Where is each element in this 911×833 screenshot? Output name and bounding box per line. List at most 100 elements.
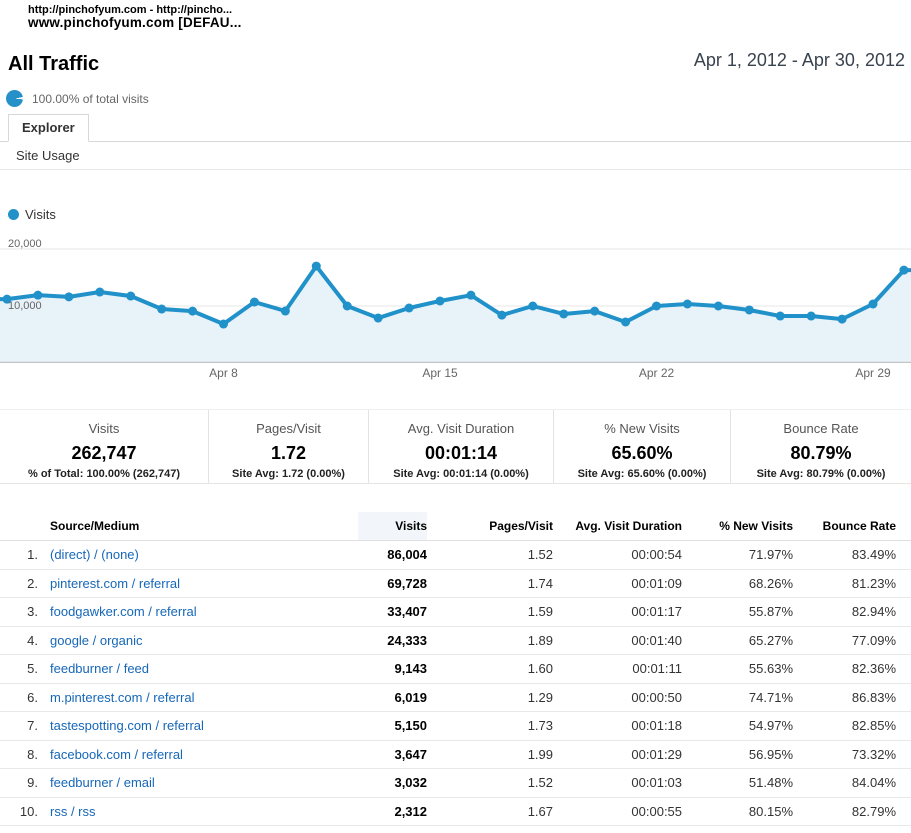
row-rank: 9. — [0, 768, 38, 798]
chart-point-apr-27[interactable] — [806, 311, 816, 321]
subtab-bar: Site Usage — [0, 142, 911, 170]
source-medium-link[interactable]: m.pinterest.com / referral — [50, 689, 195, 705]
chart-point-apr-10[interactable] — [280, 306, 290, 316]
tab-explorer[interactable]: Explorer — [8, 114, 89, 142]
table-row: 7. tastespotting.com / referral 5,150 1.73 0… — [0, 711, 911, 741]
bounce-rate-value: 86.83% — [793, 683, 911, 712]
chart-point-apr-16[interactable] — [466, 290, 476, 300]
x-tick-label: Apr 22 — [638, 366, 675, 380]
chart-point-apr-21[interactable] — [621, 317, 631, 327]
source-medium-link[interactable]: feedburner / feed — [50, 661, 150, 677]
pages-per-visit-value: 1.67 — [427, 797, 554, 826]
avg-duration-value: 00:01:03 — [553, 768, 683, 798]
chart-point-apr-1[interactable] — [2, 294, 12, 304]
table-row: 9. feedburner / email 3,032 1.52 00:01:03 51.… — [0, 768, 911, 798]
source-medium-link[interactable]: feedburner / email — [50, 775, 155, 791]
chart-point-apr-29[interactable] — [868, 299, 878, 309]
bounce-rate-value: 83.49% — [793, 540, 911, 570]
chart-point-apr-18[interactable] — [528, 301, 538, 311]
col-header-source-medium[interactable]: Source/Medium — [0, 512, 359, 541]
pct-new-visits-value: 74.71% — [682, 683, 794, 712]
bounce-rate-value: 82.36% — [793, 654, 911, 684]
source-medium-link[interactable]: (direct) / (none) — [50, 547, 139, 563]
chart-point-apr-7[interactable] — [188, 306, 198, 316]
source-medium-cell: feedburner / feed — [38, 654, 359, 684]
chart-point-apr-3[interactable] — [64, 292, 74, 302]
bounce-rate-value: 82.79% — [793, 797, 911, 826]
chart-point-apr-25[interactable] — [744, 305, 754, 315]
pct-new-visits-value: 55.87% — [682, 597, 794, 627]
col-header-visits[interactable]: Visits — [358, 512, 428, 541]
pages-per-visit-value: 1.74 — [427, 569, 554, 598]
row-rank: 8. — [0, 740, 38, 769]
chart-point-apr-24[interactable] — [713, 301, 723, 311]
chart-point-apr-14[interactable] — [404, 303, 414, 313]
visits-line — [0, 264, 911, 327]
chart-point-apr-28[interactable] — [837, 314, 847, 324]
table-row: 10. rss / rss 2,312 1.67 00:00:55 80.15% 82.79… — [0, 797, 911, 826]
chart-point-apr-20[interactable] — [590, 306, 600, 316]
chart-point-apr-11[interactable] — [311, 261, 321, 271]
page-title: All Traffic — [8, 53, 100, 75]
chart-point-apr-12[interactable] — [342, 301, 352, 311]
chart-point-apr-30[interactable] — [899, 265, 909, 275]
pages-per-visit-value: 1.52 — [427, 540, 554, 570]
row-rank: 3. — [0, 597, 38, 627]
avg-duration-value: 00:00:55 — [553, 797, 683, 826]
table-row: 3. foodgawker.com / referral 33,407 1.59 00:… — [0, 597, 911, 627]
legend-label: Visits — [25, 207, 56, 222]
metric-value: 65.60% — [611, 443, 673, 463]
pie-chart-icon — [6, 90, 23, 107]
metric-value: 80.79% — [790, 443, 852, 463]
source-medium-link[interactable]: rss / rss — [50, 803, 96, 819]
pct-new-visits-value: 65.27% — [682, 626, 794, 655]
bounce-rate-value: 84.04% — [793, 768, 911, 798]
chart-point-apr-17[interactable] — [497, 310, 507, 320]
avg-duration-value: 00:00:50 — [553, 683, 683, 712]
y-tick-label: 10,000 — [8, 300, 42, 312]
chart-point-apr-2[interactable] — [33, 290, 43, 300]
pct-new-visits-value: 71.97% — [682, 540, 794, 570]
chart-point-apr-9[interactable] — [249, 297, 259, 307]
chart-point-apr-19[interactable] — [559, 309, 569, 319]
metric-value: 1.72 — [270, 443, 307, 463]
chart-point-apr-13[interactable] — [373, 313, 383, 323]
chart-point-apr-15[interactable] — [435, 296, 445, 306]
chart-point-apr-26[interactable] — [775, 311, 785, 321]
metric-subtext: Site Avg: 80.79% (0.00%) — [756, 468, 886, 480]
visits-value: 86,004 — [358, 540, 428, 570]
metric-label: Visits — [88, 421, 120, 436]
source-medium-link[interactable]: pinterest.com / referral — [50, 575, 181, 591]
pct-new-visits-value: 80.15% — [682, 797, 794, 826]
source-medium-cell: feedburner / email — [38, 768, 359, 798]
chart-point-apr-4[interactable] — [95, 287, 105, 297]
metric-value: 262,747 — [71, 443, 137, 463]
source-medium-cell: facebook.com / referral — [38, 740, 359, 769]
visits-value: 33,407 — [358, 597, 428, 627]
col-header-pages-visit[interactable]: Pages/Visit — [427, 512, 554, 541]
avg-duration-value: 00:01:18 — [553, 711, 683, 741]
source-medium-link[interactable]: foodgawker.com / referral — [50, 604, 197, 620]
window-title-line1: http://pinchofyum.com - http://pincho... — [28, 4, 233, 16]
source-medium-link[interactable]: google / organic — [50, 632, 143, 648]
date-range-selector[interactable]: Apr 1, 2012 - Apr 30, 2012 — [693, 50, 905, 70]
chart-point-apr-5[interactable] — [126, 291, 136, 301]
chart-point-apr-23[interactable] — [682, 299, 692, 309]
col-header--new-visits[interactable]: % New Visits — [682, 512, 794, 541]
subtab-site-usage[interactable]: Site Usage — [16, 148, 80, 163]
percent-of-total-visits: 100.00% of total visits — [32, 92, 149, 106]
row-rank: 1. — [0, 540, 38, 570]
avg-duration-value: 00:01:40 — [553, 626, 683, 655]
source-medium-cell: (direct) / (none) — [38, 540, 359, 570]
metric-label: % New Visits — [604, 421, 680, 436]
visits-value: 3,647 — [358, 740, 428, 769]
col-header-avg-visit-duration[interactable]: Avg. Visit Duration — [553, 512, 683, 541]
source-medium-link[interactable]: facebook.com / referral — [50, 746, 183, 762]
chart-point-apr-22[interactable] — [652, 301, 661, 311]
row-rank: 10. — [0, 797, 38, 826]
chart-point-apr-8[interactable] — [219, 319, 228, 329]
source-medium-link[interactable]: tastespotting.com / referral — [50, 718, 204, 734]
avg-duration-value: 00:00:54 — [553, 540, 683, 570]
col-header-bounce-rate[interactable]: Bounce Rate — [793, 512, 911, 541]
chart-point-apr-6[interactable] — [157, 304, 167, 314]
